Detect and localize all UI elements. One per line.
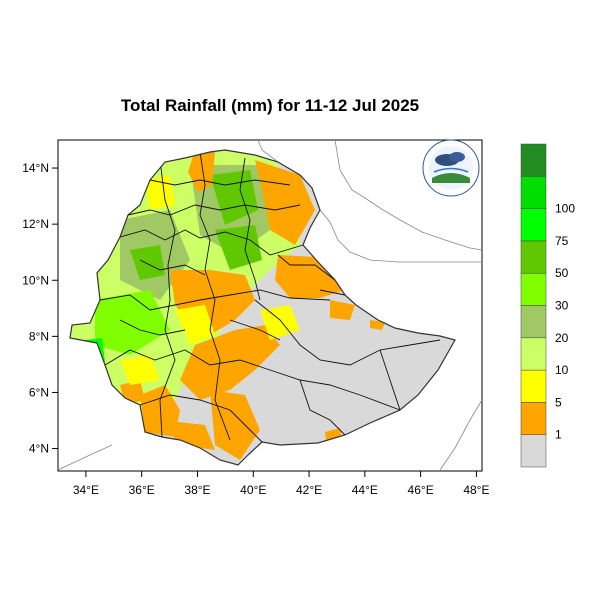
colorbar-label: 20 (555, 331, 569, 345)
y-tick-label: 6°N (29, 385, 49, 399)
colorbar-label: 50 (555, 266, 569, 280)
colorbar-label: 1 (555, 428, 562, 442)
x-tick-label: 44°E (352, 483, 378, 497)
x-axis-ticks: 34°E 36°E 38°E 40°E 42°E 44°E 46°E 48°E (73, 471, 489, 497)
logo (422, 139, 480, 197)
x-tick-label: 34°E (73, 483, 99, 497)
colorbar: 1 5 10 20 30 50 75 100 (520, 143, 575, 468)
x-tick-label: 36°E (129, 483, 155, 497)
y-tick-label: 8°N (29, 329, 49, 343)
country-boundary (69, 149, 456, 466)
colorbar-label: 10 (555, 363, 569, 377)
colorbar-label: 75 (555, 234, 569, 248)
admin-boundaries (99, 151, 441, 443)
colorbar-label: 30 (555, 299, 569, 313)
colorbar-swatch (520, 272, 547, 306)
y-tick-label: 4°N (29, 442, 49, 456)
y-tick-label: 14°N (22, 161, 49, 175)
y-axis-ticks: 4°N 6°N 8°N 10°N 12°N 14°N (22, 161, 58, 456)
x-tick-label: 48°E (463, 483, 489, 497)
colorbar-swatch (520, 208, 547, 242)
x-tick-label: 38°E (184, 483, 210, 497)
y-tick-label: 12°N (22, 217, 49, 231)
y-tick-label: 10°N (22, 273, 49, 287)
colorbar-swatch (520, 402, 547, 435)
colorbar-swatch (520, 305, 547, 339)
colorbar-swatch (520, 434, 547, 468)
x-tick-label: 46°E (408, 483, 434, 497)
colorbar-swatch (520, 143, 547, 177)
map-title: Total Rainfall (mm) for 11-12 Jul 2025 (120, 96, 420, 115)
colorbar-swatch (520, 337, 547, 371)
colorbar-label: 100 (555, 202, 575, 216)
colorbar-swatch (520, 240, 547, 274)
colorbar-label: 5 (555, 395, 562, 409)
colorbar-swatch (520, 369, 547, 403)
x-tick-label: 42°E (296, 483, 322, 497)
x-tick-label: 40°E (240, 483, 266, 497)
colorbar-swatch (520, 176, 547, 209)
